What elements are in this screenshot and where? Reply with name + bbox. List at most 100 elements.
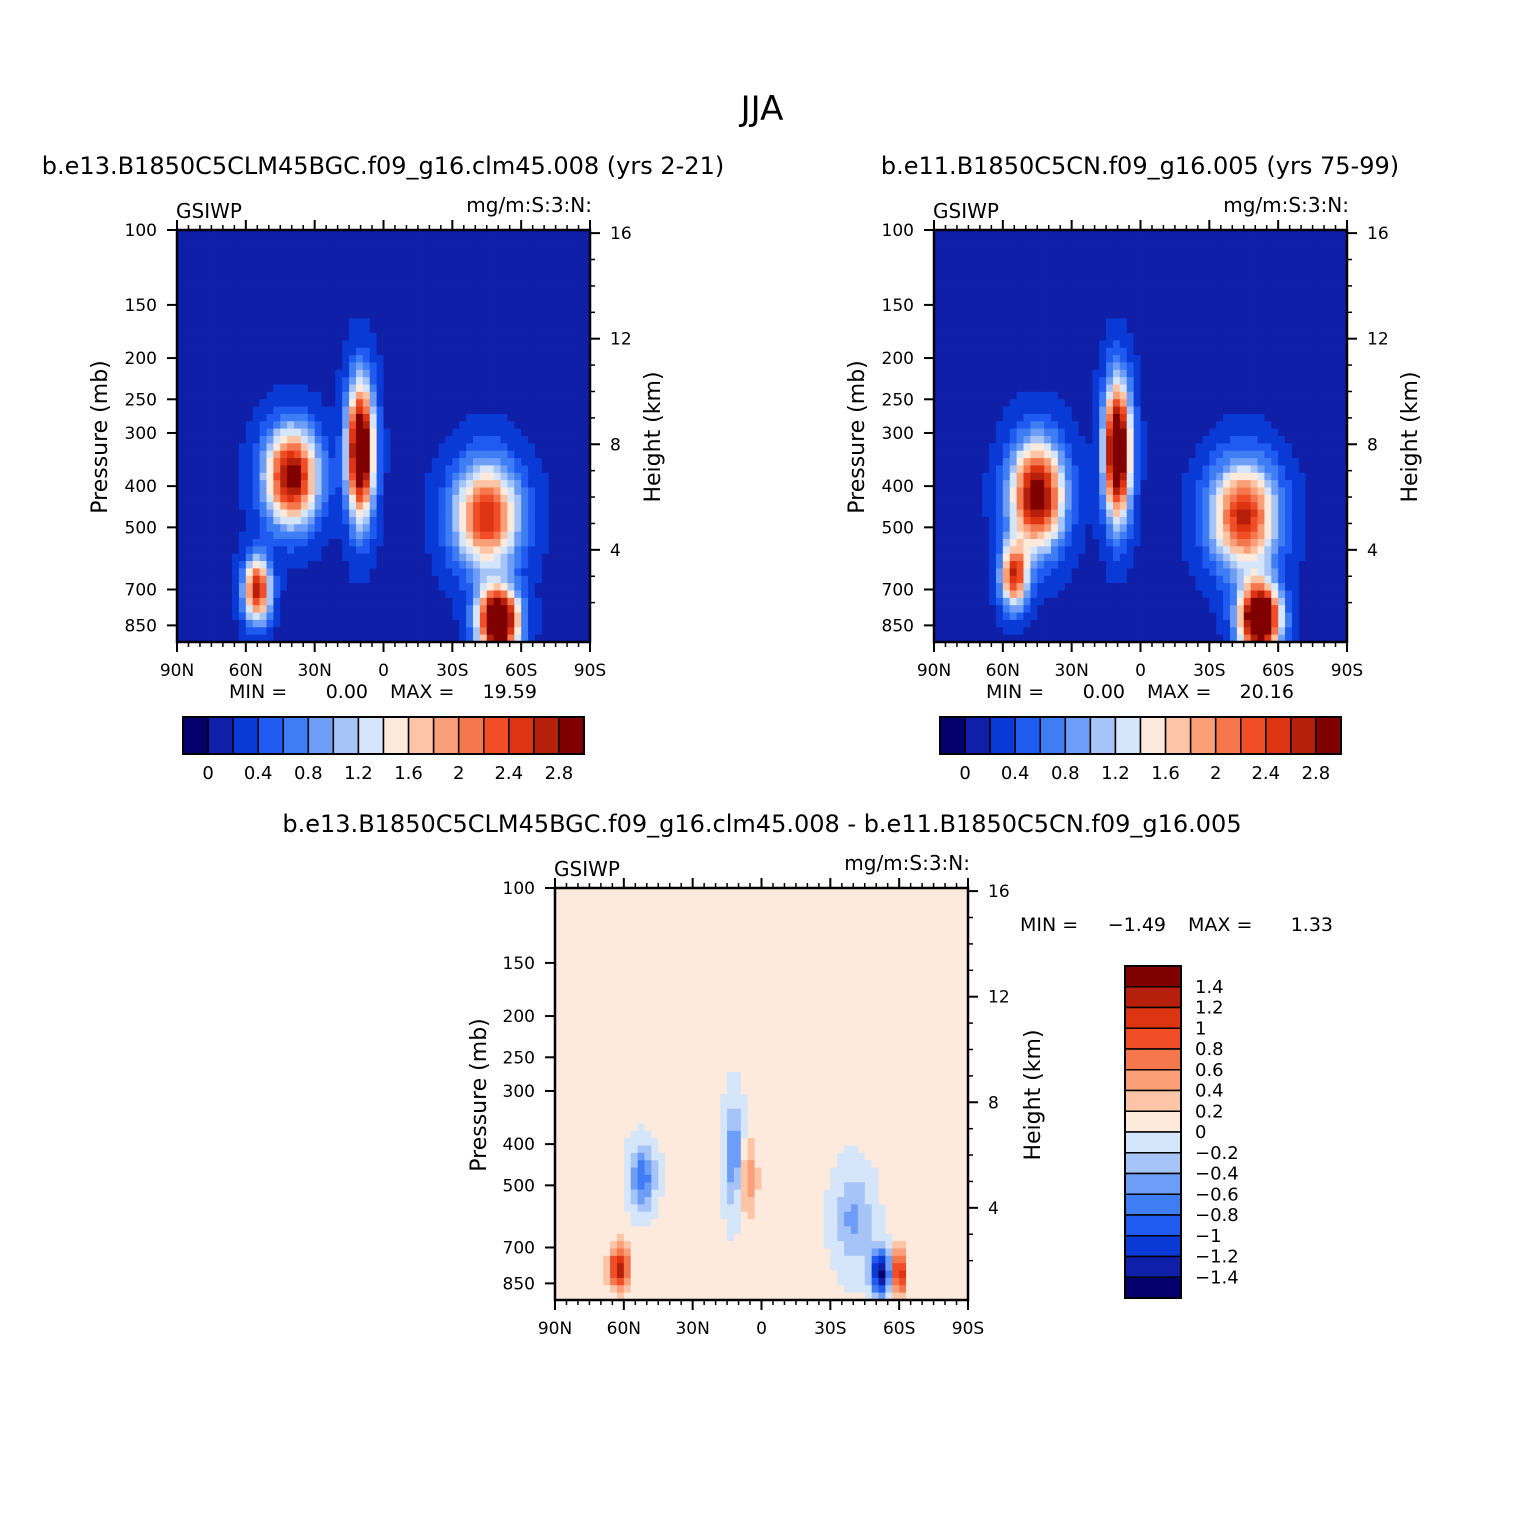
field-cell xyxy=(541,465,550,474)
field-cell xyxy=(1154,230,1162,238)
field-cell xyxy=(541,627,550,636)
field-cell xyxy=(335,524,343,533)
field-cell xyxy=(232,472,240,481)
field-cell xyxy=(273,347,281,356)
field-cell xyxy=(1188,377,1197,386)
field-cell xyxy=(1044,274,1052,283)
field-cell xyxy=(1209,259,1217,268)
field-cell xyxy=(1333,325,1341,334)
field-cell xyxy=(355,340,364,349)
field-cell xyxy=(1298,325,1307,334)
field-cell xyxy=(397,634,405,643)
field-cell xyxy=(266,627,274,636)
field-cell xyxy=(376,597,385,606)
field-cell xyxy=(1278,274,1286,283)
field-cell xyxy=(1030,237,1038,246)
field-cell xyxy=(555,575,564,584)
field-cell xyxy=(562,266,570,275)
field-cell xyxy=(1285,244,1293,253)
field-cell xyxy=(376,333,385,341)
field-cell xyxy=(1188,288,1197,297)
field-cell xyxy=(995,281,1004,290)
field-cell xyxy=(225,355,233,364)
field-cell xyxy=(287,465,295,474)
field-cell xyxy=(197,436,206,444)
field-cell xyxy=(507,597,515,606)
field-cell xyxy=(342,333,350,341)
field-cell xyxy=(376,516,385,525)
field-cell xyxy=(507,399,515,408)
field-cell xyxy=(280,546,288,555)
field-cell xyxy=(342,516,350,525)
field-cell xyxy=(1312,274,1321,283)
field-cell xyxy=(1223,347,1231,356)
field-cell xyxy=(548,465,557,474)
field-cell xyxy=(452,369,460,378)
field-cell xyxy=(273,237,281,246)
field-cell xyxy=(493,384,502,393)
field-cell xyxy=(1257,310,1265,319)
field-cell xyxy=(459,230,467,238)
field-cell xyxy=(1223,399,1231,408)
field-cell xyxy=(362,612,371,621)
field-cell xyxy=(1168,230,1176,238)
field-cell xyxy=(954,310,963,319)
colorbar-box xyxy=(332,716,360,755)
field-cell xyxy=(287,428,295,437)
field-cell xyxy=(934,281,942,290)
field-cell xyxy=(534,333,543,341)
field-cell xyxy=(961,244,970,253)
field-cell xyxy=(183,318,192,327)
field-cell xyxy=(369,568,378,577)
field-cell xyxy=(321,465,330,474)
field-cell xyxy=(362,590,371,599)
field-cell xyxy=(362,244,371,253)
field-cell xyxy=(514,333,522,341)
field-cell xyxy=(1092,347,1100,356)
field-cell xyxy=(238,369,247,378)
field-cell xyxy=(1298,296,1307,305)
field-cell xyxy=(438,480,447,489)
field-cell xyxy=(307,597,316,606)
field-cell xyxy=(445,561,453,570)
field-cell xyxy=(528,546,536,555)
field-cell xyxy=(424,583,433,592)
field-cell xyxy=(177,281,185,290)
field-cell xyxy=(383,524,391,533)
field-cell xyxy=(934,369,942,378)
field-cell xyxy=(266,443,274,452)
field-cell xyxy=(218,502,226,511)
field-cell xyxy=(273,406,281,415)
field-cell xyxy=(1312,266,1321,275)
field-cell xyxy=(417,347,426,356)
field-cell xyxy=(431,436,440,444)
field-cell xyxy=(514,296,522,305)
field-cell xyxy=(1229,252,1238,261)
field-cell xyxy=(314,465,323,474)
field-cell xyxy=(424,480,433,489)
field-cell xyxy=(183,605,192,614)
field-cell xyxy=(300,516,309,525)
field-cell xyxy=(1106,237,1114,246)
field-cell xyxy=(211,310,219,319)
field-cell xyxy=(1023,325,1031,334)
panel-case1-max-value: 19.59 xyxy=(483,681,537,703)
field-cell xyxy=(1002,347,1011,356)
field-cell xyxy=(975,288,983,297)
field-cell xyxy=(521,583,529,592)
field-cell xyxy=(486,561,495,570)
field-cell xyxy=(569,310,577,319)
field-cell xyxy=(569,619,577,628)
field-cell xyxy=(968,244,976,253)
field-cell xyxy=(362,303,371,312)
field-cell xyxy=(204,472,213,481)
field-cell xyxy=(569,318,577,327)
field-cell xyxy=(1161,377,1169,386)
field-cell xyxy=(1009,244,1018,253)
field-cell xyxy=(541,568,550,577)
field-cell xyxy=(211,597,219,606)
field-cell xyxy=(452,627,460,636)
field-cell xyxy=(397,347,405,356)
field-cell xyxy=(417,288,426,297)
field-cell xyxy=(335,252,343,261)
